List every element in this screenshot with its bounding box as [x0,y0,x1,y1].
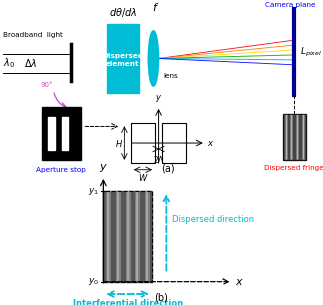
Bar [107,24,139,93]
Text: $y$: $y$ [99,162,108,174]
Text: (a): (a) [161,163,175,173]
Text: $f$: $f$ [152,1,159,13]
Text: Broadband  light: Broadband light [3,32,62,38]
Text: $x$: $x$ [207,138,214,148]
Bar [42,107,81,160]
Text: Dispersed fringe: Dispersed fringe [265,165,323,171]
Text: $2\Lambda$: $2\Lambda$ [152,154,165,165]
Ellipse shape [148,31,159,86]
Bar [103,191,152,282]
Bar [62,117,68,150]
Text: $L_{pixel}$: $L_{pixel}$ [300,46,322,59]
Text: $y$: $y$ [155,93,162,104]
Text: Aperture stop: Aperture stop [36,167,86,173]
Text: $y_1$: $y_1$ [89,185,99,197]
Text: Dispersed
element: Dispersed element [102,53,143,67]
Text: $W$: $W$ [138,172,148,183]
Text: $\lambda_0$: $\lambda_0$ [3,56,15,70]
Text: $y_0$: $y_0$ [88,276,99,287]
Text: $H$: $H$ [115,138,123,149]
Text: Dispersed direction: Dispersed direction [172,215,254,224]
Bar [131,123,155,163]
Text: Interferential direction: Interferential direction [73,299,182,305]
Text: (b): (b) [155,293,168,303]
Text: lens: lens [163,73,178,79]
Bar [283,114,306,160]
Bar [283,114,306,160]
Text: Camera plane: Camera plane [266,2,316,8]
Text: $\Delta\lambda$: $\Delta\lambda$ [24,57,37,69]
Text: 90°: 90° [41,82,53,88]
Bar [103,191,152,282]
Bar [48,117,55,150]
Bar [162,123,186,163]
Text: $x$: $x$ [235,277,244,287]
Text: $d\theta/d\lambda$: $d\theta/d\lambda$ [109,6,137,19]
